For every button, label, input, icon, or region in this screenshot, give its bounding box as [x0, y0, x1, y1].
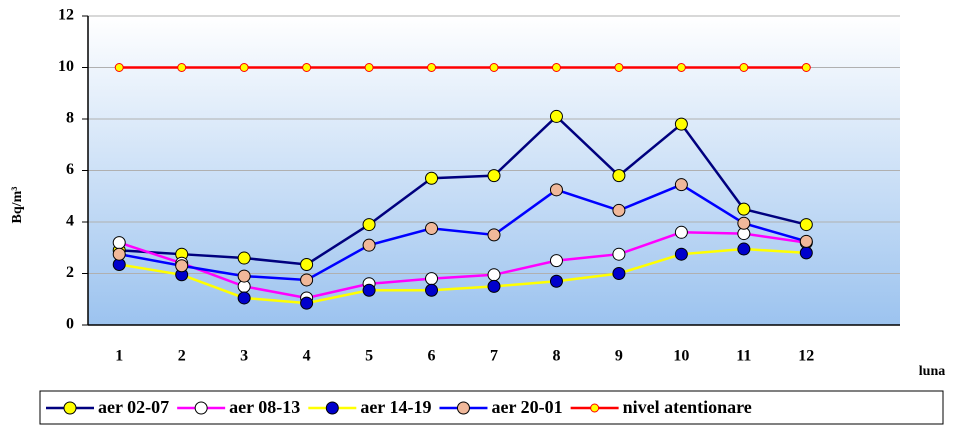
data-point: [487, 169, 501, 183]
data-point: [737, 242, 751, 256]
x-tick-label: 3: [240, 348, 248, 365]
data-point: [175, 259, 189, 273]
data-point: [612, 267, 626, 280]
data-point: [300, 257, 314, 271]
x-tick-label: 12: [798, 348, 814, 365]
y-tick-label: 0: [66, 316, 74, 333]
series-line: [118, 231, 807, 300]
legend-label: nivel atentionare: [623, 397, 752, 417]
data-point: [614, 63, 624, 72]
data-point: [489, 63, 499, 72]
x-tick-label: 5: [365, 348, 373, 365]
data-point: [112, 247, 126, 261]
data-point: [799, 218, 813, 232]
data-point: [425, 171, 439, 185]
y-tick-label: 8: [66, 110, 74, 127]
data-point: [487, 268, 501, 282]
data-point: [612, 247, 626, 261]
data-point: [549, 274, 563, 288]
x-tick-label: 1: [115, 348, 123, 365]
y-tick-label: 4: [66, 213, 74, 230]
data-point: [612, 169, 626, 183]
data-point: [674, 225, 688, 239]
data-point: [674, 247, 688, 261]
legend-marker: [194, 401, 208, 415]
legend-marker: [456, 401, 470, 415]
data-point: [549, 254, 563, 268]
data-point: [237, 251, 251, 265]
x-tick-label: 11: [736, 348, 751, 365]
data-point: [801, 63, 811, 72]
data-point: [551, 63, 561, 72]
series-line: [119, 114, 807, 266]
x-tick-label: 9: [615, 348, 623, 365]
data-point: [425, 283, 439, 297]
x-tick-label: 6: [428, 348, 436, 365]
x-tick-label: 4: [303, 348, 311, 365]
legend-label: aer 08-13: [229, 397, 300, 417]
data-point: [739, 63, 749, 72]
data-point: [302, 63, 312, 72]
y-tick-label: 12: [58, 7, 74, 24]
data-point: [114, 63, 124, 72]
data-point: [425, 272, 439, 286]
data-point: [737, 216, 751, 230]
y-tick-label: 6: [66, 161, 74, 178]
data-point: [237, 269, 251, 283]
data-point: [362, 238, 376, 252]
data-point: [427, 63, 437, 72]
data-point: [799, 234, 813, 248]
data-point: [549, 109, 563, 123]
legend-label: aer 14-19: [360, 397, 431, 417]
y-tick-label: 10: [58, 58, 74, 75]
data-point: [612, 203, 626, 217]
legend-marker: [63, 401, 77, 415]
data-point: [300, 273, 314, 287]
x-axis-label: luna: [919, 364, 945, 379]
series-line: [119, 183, 807, 282]
data-point: [112, 236, 126, 250]
x-tick-label: 10: [673, 348, 689, 365]
data-point: [737, 202, 751, 216]
data-point: [300, 296, 314, 310]
data-point: [362, 283, 376, 297]
x-tick-label: 8: [552, 348, 560, 365]
data-point: [177, 63, 187, 72]
x-tick-label: 2: [178, 348, 186, 365]
data-point: [425, 221, 439, 235]
y-axis-label: Bq/m³: [10, 187, 25, 224]
data-point: [362, 218, 376, 232]
legend-marker: [590, 403, 600, 413]
y-tick-label: 2: [66, 264, 74, 281]
data-point: [674, 117, 688, 131]
data-point: [364, 63, 374, 72]
data-point: [239, 63, 249, 72]
data-point: [676, 63, 686, 72]
data-point: [237, 291, 251, 305]
data-point: [487, 279, 501, 293]
data-point: [549, 183, 563, 197]
data-point: [799, 246, 813, 260]
data-point: [674, 178, 688, 192]
series-line: [119, 247, 807, 305]
data-point: [487, 228, 501, 242]
legend-label: aer 20-01: [491, 397, 562, 417]
legend-label: aer 02-07: [98, 397, 169, 417]
x-tick-label: 7: [490, 348, 498, 365]
legend-marker: [325, 401, 339, 415]
